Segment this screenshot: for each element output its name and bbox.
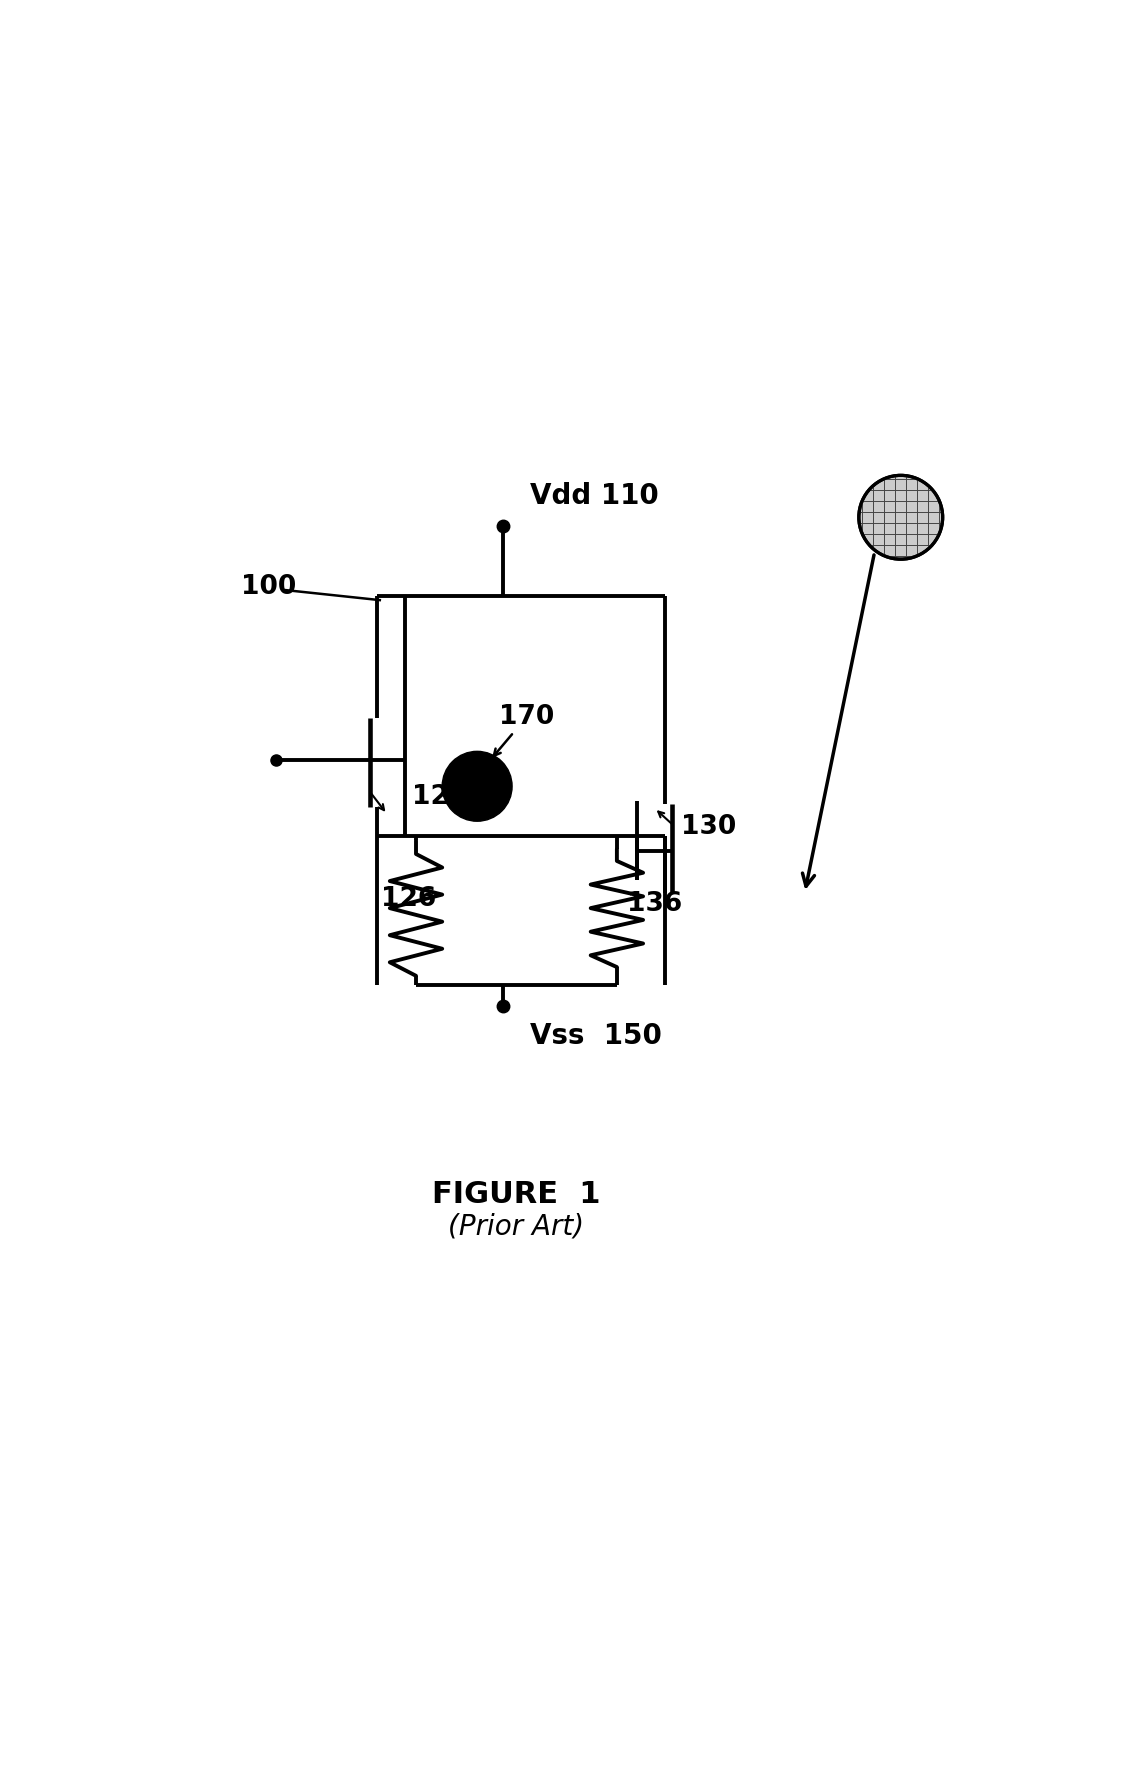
Text: Vdd 110: Vdd 110 <box>530 483 658 511</box>
Text: FIGURE  1: FIGURE 1 <box>432 1179 601 1209</box>
Text: (Prior Art): (Prior Art) <box>449 1213 585 1241</box>
Text: 136: 136 <box>628 891 683 918</box>
Text: 100: 100 <box>241 575 296 599</box>
Text: 170: 170 <box>499 704 554 730</box>
Text: 126: 126 <box>381 886 436 912</box>
Text: 120: 120 <box>411 783 467 810</box>
Text: 130: 130 <box>681 815 736 840</box>
Circle shape <box>859 476 942 559</box>
Circle shape <box>442 751 512 820</box>
Text: Vss  150: Vss 150 <box>530 1022 662 1050</box>
